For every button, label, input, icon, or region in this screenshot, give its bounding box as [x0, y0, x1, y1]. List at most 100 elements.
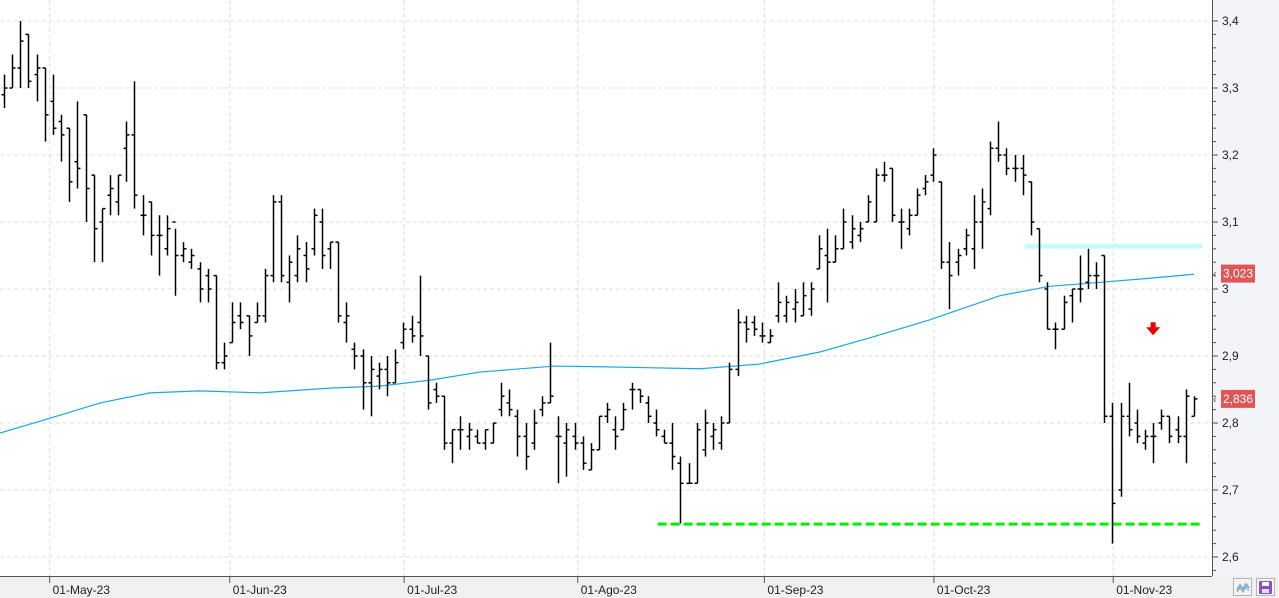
ohlc-bar [653, 409, 660, 437]
ohlc-bar [580, 436, 587, 470]
save-button[interactable] [1256, 578, 1275, 596]
ohlc-bar [865, 195, 872, 223]
x-tick-label: 01-Sep-23 [767, 583, 823, 597]
ohlc-bar [213, 274, 220, 370]
ohlc-bar [343, 302, 350, 343]
ohlc-bar [514, 409, 521, 457]
ohlc-bar [91, 174, 98, 263]
ohlc-bar [604, 402, 611, 423]
ohlc-bar [735, 309, 742, 377]
ohlc-bar [922, 175, 929, 196]
ohlc-bar [303, 242, 310, 283]
ohlc-bar [466, 423, 473, 450]
ohlc-bar [849, 215, 856, 249]
ohlc-bar [816, 235, 823, 270]
ohlc-bar [1028, 181, 1035, 236]
ohlc-bar [1003, 148, 1010, 176]
ohlc-bar [400, 322, 407, 350]
ohlc-bar [547, 342, 554, 404]
ohlc-bar [873, 168, 880, 223]
y-tick-label: 2,7 [1222, 483, 1239, 497]
ohlc-bar [1166, 415, 1173, 444]
ohlc-bar [1093, 262, 1100, 289]
ohlc-bar [702, 409, 709, 457]
ohlc-bar [66, 127, 73, 202]
ohlc-bar [963, 228, 970, 256]
ohlc-bar [376, 362, 383, 390]
x-tick-label: 01-Nov-23 [1116, 583, 1172, 597]
y-tick-label: 3 [1222, 282, 1229, 296]
ohlc-bar [1142, 429, 1149, 450]
ohlc-bar [767, 329, 774, 344]
ohlc-bar [881, 161, 888, 182]
ohlc-bar [523, 423, 530, 470]
ohlc-bar [58, 114, 65, 162]
ohlc-bar [800, 282, 807, 317]
price-pointer-icon: ‹ [1213, 269, 1217, 281]
ohlc-bar [449, 428, 456, 464]
chart-type-button[interactable] [1233, 578, 1252, 596]
ohlc-bar [123, 121, 130, 182]
ohlc-bar [588, 443, 595, 471]
ohlc-bar [808, 282, 815, 316]
ohlc-bar [783, 295, 790, 323]
save-icon [1259, 580, 1272, 594]
ohlc-bar [1134, 409, 1141, 444]
ohlc-bar [311, 208, 318, 256]
ohlc-bar [392, 349, 399, 384]
ohlc-bar [539, 396, 546, 417]
ohlc-bar [677, 456, 684, 524]
ohlc-bar [140, 195, 147, 236]
ohlc-bar [172, 221, 179, 296]
ohlc-bar [629, 382, 636, 410]
ohlc-bar [938, 181, 945, 269]
ohlc-bar [180, 242, 187, 263]
ohlc-bar [979, 188, 986, 249]
ohlc-bar [914, 188, 921, 217]
ohlc-bar [612, 416, 619, 450]
ohlc-bar [409, 315, 416, 343]
ohlc-bar [620, 402, 627, 431]
ohlc-bar [906, 208, 913, 236]
last-price-label: 2,836 [1223, 392, 1253, 406]
y-tick-label: 3,4 [1222, 14, 1239, 28]
ohlc-bar [131, 81, 138, 209]
x-tick-label: 01-May-23 [53, 583, 111, 597]
ohlc-bar [25, 33, 32, 88]
ohlc-bar [351, 342, 358, 370]
ohlc-bar [946, 242, 953, 310]
ohlc-bar [148, 201, 155, 256]
ohlc-bar [9, 54, 16, 89]
ohlc-bar [1175, 416, 1182, 444]
ohlc-bar [164, 215, 171, 256]
ohlc-bar [83, 114, 90, 222]
ohlc-bar [262, 268, 269, 323]
ohlc-bar [1158, 409, 1165, 430]
ohlc-bar [270, 195, 277, 283]
ohlc-bar [661, 429, 668, 444]
ohlc-bar [1101, 254, 1108, 423]
ohlc-bar [319, 208, 326, 269]
ohlc-bar [1020, 155, 1027, 196]
ohlc-bar [197, 262, 204, 303]
plot-area [0, 0, 1212, 576]
ohlc-bar [775, 282, 782, 323]
ohlc-bar [490, 422, 497, 444]
ohlc-bar [1069, 288, 1076, 323]
ohlc-bar [221, 342, 228, 370]
y-tick-label: 3,2 [1222, 148, 1239, 162]
chart-type-icon [1235, 582, 1250, 593]
ohlc-bar [1183, 389, 1190, 464]
ohlc-bar [889, 167, 896, 222]
ohlc-bar [596, 415, 603, 451]
ohlc-bar [246, 315, 253, 356]
ohlc-bar [971, 195, 978, 269]
ohlc-bar [286, 255, 293, 303]
ohlc-bar [327, 241, 334, 269]
ohlc-bar [792, 289, 799, 323]
ohlc-bar [1118, 402, 1125, 497]
ohlc-bar [686, 463, 693, 485]
ma-value-label: 3,023 [1223, 267, 1253, 281]
ohlc-bar [1044, 282, 1051, 330]
